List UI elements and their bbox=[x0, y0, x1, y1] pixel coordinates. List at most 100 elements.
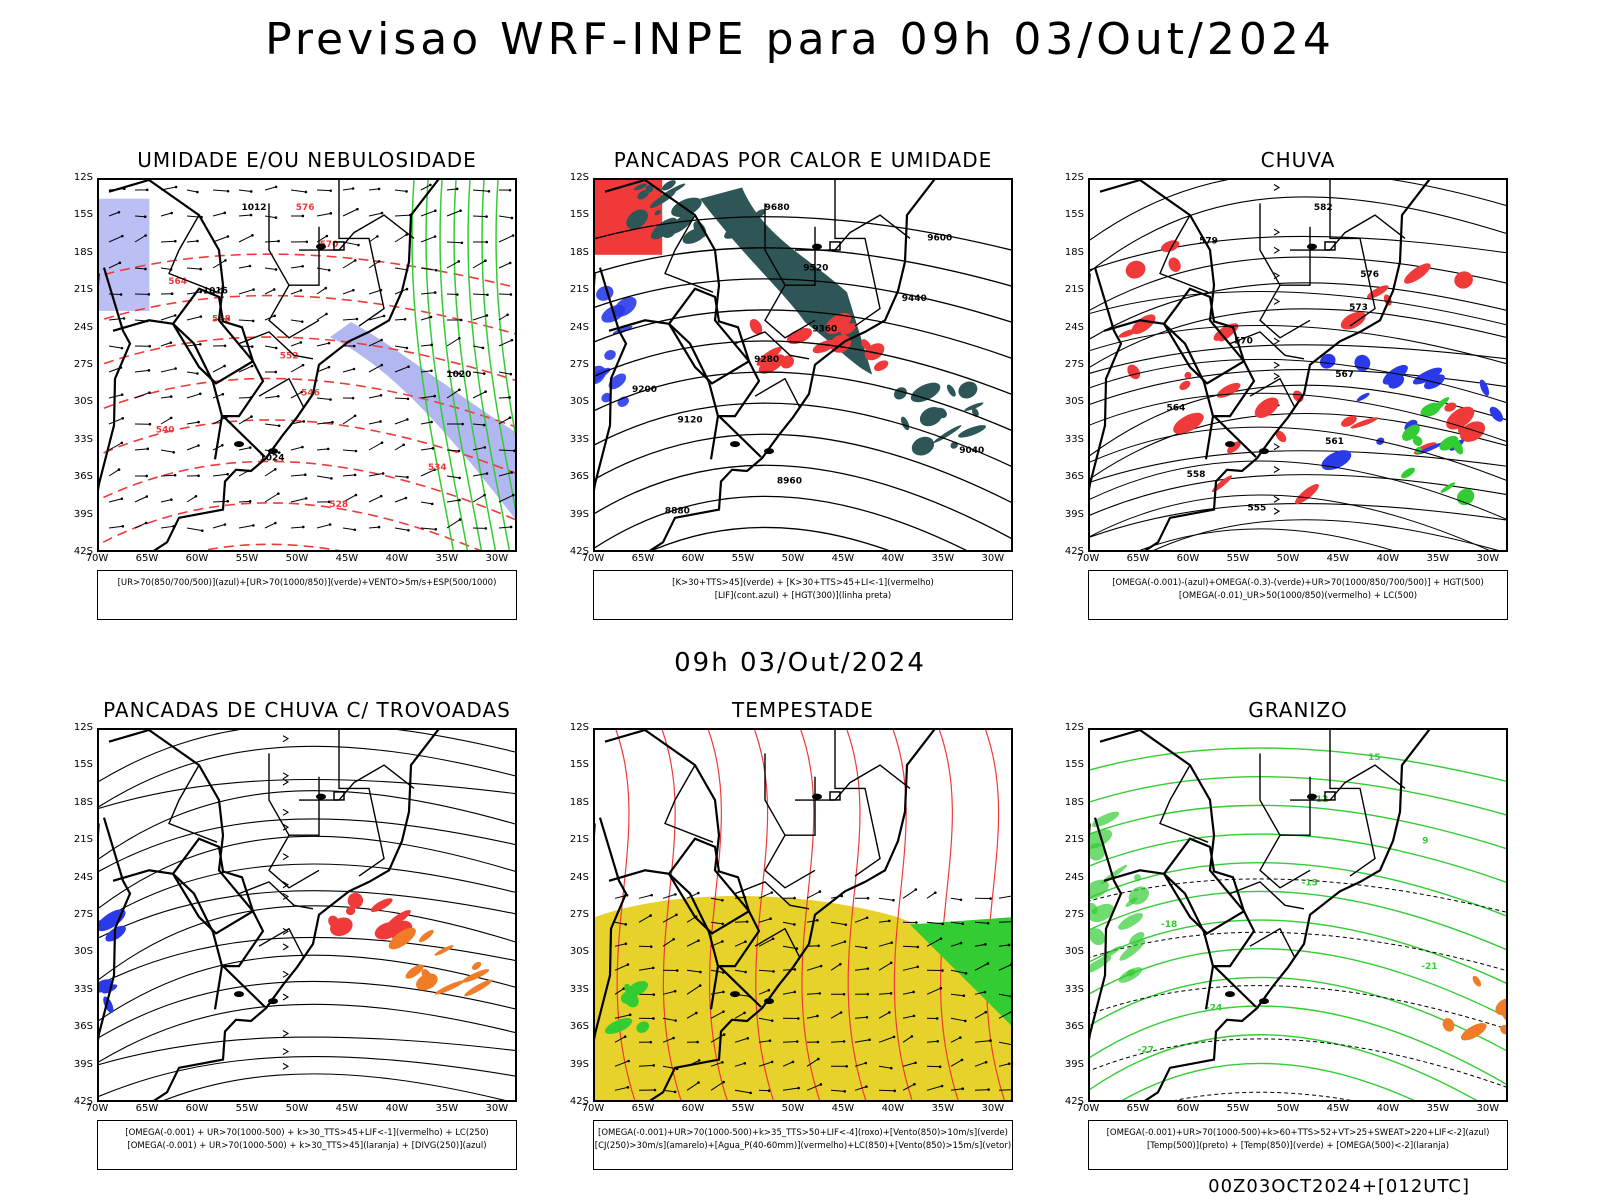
wind-vector bbox=[238, 416, 252, 425]
lon-tick-label: 35W bbox=[435, 553, 459, 564]
thunderstorm-k-area bbox=[434, 945, 454, 956]
wind-vector bbox=[806, 919, 818, 923]
wind-vector bbox=[662, 938, 674, 947]
streamline-arrow bbox=[282, 1062, 290, 1070]
wind-vector-head bbox=[509, 372, 513, 376]
lon-tick-label: 60W bbox=[1176, 553, 1200, 564]
lon-tick-label: 60W bbox=[1176, 1103, 1200, 1114]
wind-vector bbox=[316, 313, 327, 321]
coastline-east bbox=[153, 730, 440, 1100]
li-cell bbox=[864, 343, 885, 361]
wind-vector bbox=[342, 289, 354, 295]
streamline-arrow bbox=[1273, 246, 1281, 254]
wind-vector bbox=[368, 394, 382, 399]
wind-vector-head bbox=[458, 498, 461, 502]
rain-area bbox=[1168, 257, 1181, 272]
wind-vector-head bbox=[864, 1061, 868, 1065]
lon-tick-label: 60W bbox=[185, 553, 209, 564]
wind-vector bbox=[212, 473, 228, 477]
wind-vector-head bbox=[274, 370, 278, 374]
lake-mark bbox=[1259, 998, 1269, 1005]
wind-vector-head bbox=[249, 213, 253, 217]
streamline bbox=[99, 905, 515, 981]
wind-vector-head bbox=[327, 341, 331, 345]
lake-mark bbox=[268, 448, 278, 455]
wind-vector-head bbox=[767, 1089, 771, 1093]
lon-tick-label: 70W bbox=[1076, 553, 1100, 564]
wind-vector-head bbox=[407, 365, 410, 368]
wind-vector bbox=[806, 965, 822, 971]
wind-vector-head bbox=[743, 1011, 746, 1015]
wind-vector-head bbox=[987, 1088, 990, 1091]
streamline-arrow bbox=[282, 823, 290, 831]
wind-vector bbox=[638, 967, 654, 971]
wind-vector-head bbox=[819, 964, 823, 968]
lat-tick-label: 12S bbox=[1064, 172, 1084, 183]
wind-vector-head bbox=[624, 923, 628, 926]
temp850-contour bbox=[1090, 829, 1113, 849]
wind-vector bbox=[710, 1061, 723, 1067]
wind-vector bbox=[710, 1034, 725, 1043]
wind-vector bbox=[614, 988, 625, 995]
contour-label: -27 bbox=[1138, 1045, 1154, 1055]
wind-vector bbox=[998, 993, 1011, 997]
wind-vector bbox=[806, 1058, 819, 1067]
temp850-contour bbox=[1102, 945, 1122, 959]
instability-cell bbox=[911, 436, 935, 456]
wind-vector-head bbox=[196, 190, 199, 194]
wind-vector bbox=[186, 421, 199, 425]
wind-vector-head bbox=[301, 363, 305, 367]
wind-vector bbox=[446, 371, 460, 375]
wind-vector bbox=[998, 1041, 1011, 1046]
legend-line: [UR>70(850/700/500)](azul)+[UR>70(1000/8… bbox=[117, 578, 497, 588]
border-line bbox=[1163, 287, 1246, 385]
streamline-arrow bbox=[282, 1030, 290, 1037]
lon-tick-label: 30W bbox=[981, 553, 1005, 564]
wind-vector-head bbox=[227, 317, 230, 320]
wind-vector bbox=[950, 1017, 966, 1022]
instability-cell bbox=[633, 183, 647, 191]
contour-line bbox=[1090, 1038, 1506, 1088]
lon-tick-label: 30W bbox=[485, 553, 509, 564]
wind-vector bbox=[160, 396, 172, 399]
wind-vector-head bbox=[793, 990, 797, 994]
lake-mark bbox=[730, 441, 740, 448]
wind-vector-head bbox=[357, 243, 360, 247]
coastline-east bbox=[1144, 730, 1431, 1100]
rain-area bbox=[1460, 421, 1486, 442]
li-cell bbox=[749, 319, 763, 335]
legend-line: [Temp(500)](preto) + [Temp(850)](verde) … bbox=[1146, 1141, 1450, 1151]
wind-vector-head bbox=[983, 990, 987, 994]
wind-vector-head bbox=[433, 291, 437, 294]
rain-area bbox=[1444, 402, 1457, 412]
wind-vector bbox=[368, 472, 384, 477]
wind-vector bbox=[446, 293, 458, 296]
contour-label: 558 bbox=[212, 314, 231, 324]
forecast-map: 1012 1016 1020 1024 576 570 564 558 552 546 540 534… bbox=[97, 178, 517, 552]
wind-vector bbox=[394, 418, 408, 425]
wind-vector-head bbox=[484, 259, 487, 263]
wind-vector bbox=[498, 339, 513, 347]
wind-vector bbox=[498, 235, 514, 243]
lon-tick-label: 45W bbox=[1326, 1103, 1350, 1114]
border-line bbox=[668, 287, 751, 385]
contour-label: 9440 bbox=[902, 294, 927, 304]
wind-vector bbox=[420, 184, 431, 191]
contour-line bbox=[99, 460, 515, 521]
wind-vector-head bbox=[196, 372, 199, 375]
wind-vector bbox=[998, 1089, 1011, 1091]
lif-contour bbox=[613, 296, 637, 317]
contour-label: 1012 bbox=[242, 203, 267, 213]
wind-vector-head bbox=[402, 443, 405, 447]
border-line bbox=[338, 730, 385, 877]
contour-line bbox=[1090, 948, 1506, 1018]
wind-vector-head bbox=[941, 922, 944, 926]
wind-vector bbox=[926, 938, 942, 947]
contour-label: 582 bbox=[1314, 203, 1333, 213]
panel-title: PANCADAS POR CALOR E UMIDADE bbox=[613, 148, 993, 172]
wind-vector-head bbox=[249, 190, 253, 193]
contour-line bbox=[1090, 324, 1506, 365]
wind-vector-head bbox=[380, 363, 384, 367]
wind-vector-head bbox=[379, 494, 383, 498]
wind-vector-head bbox=[843, 1090, 847, 1093]
